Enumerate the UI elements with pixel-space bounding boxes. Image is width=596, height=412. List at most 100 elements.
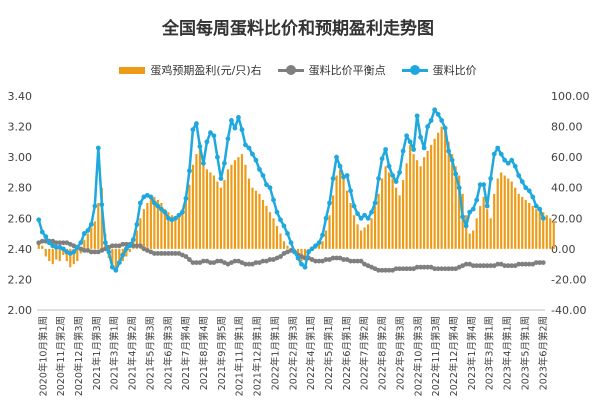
profit-bar [479,206,482,249]
ratio-point [120,252,126,258]
ratio-point [442,125,448,131]
ratio-point [407,139,413,145]
legend-swatch-ratio [401,65,428,75]
profit-bar [195,154,198,249]
ratio-point [92,203,98,209]
ratio-point [313,243,318,249]
profit-bar [524,199,527,249]
ratio-point [470,206,476,212]
ratio-point [260,173,266,178]
profit-bar [51,248,54,265]
profit-bar [261,199,265,249]
left-axis-tick-label: 2.00 [8,304,33,317]
profit-bar [447,141,450,249]
profit-bar [503,175,506,249]
ratio-point [102,240,108,246]
ratio-point [379,156,385,162]
right-axis-tick-label: 80.00 [551,121,583,134]
ratio-point [229,118,234,123]
breakeven-point [113,243,119,249]
ratio-point [390,173,395,178]
profit-bar [128,248,131,252]
ratio-point [243,142,248,148]
profit-bar [163,209,166,249]
ratio-point [151,200,157,206]
profit-bar [272,218,275,249]
left-axis-tick-label: 2.40 [8,243,33,256]
ratio-point [376,176,381,181]
x-axis-tick-label: 2021年3月第1周 [109,316,121,390]
profit-bar [188,184,191,249]
breakeven-point [505,263,511,269]
profit-bar [338,169,342,249]
breakeven-point [208,260,213,266]
ratio-point [78,240,84,246]
ratio-point [404,133,410,139]
profit-bar [345,190,349,249]
profit-bar [244,164,247,249]
breakeven-point [449,266,455,272]
x-axis-tick-label: 2023年5月第1周 [519,316,531,390]
ratio-point [425,124,431,129]
profit-bar [142,209,145,249]
ratio-point [449,157,455,163]
ratio-point [477,182,483,188]
ratio-point [288,240,294,246]
profit-bar [240,154,244,249]
ratio-point [474,197,480,203]
ratio-point [372,200,378,206]
breakeven-point [313,258,318,264]
ratio-point [491,151,497,157]
profit-bar [416,160,419,249]
ratio-point [278,217,283,223]
profit-bar [160,203,163,249]
profit-bar [90,227,93,249]
profit-bar [83,239,86,249]
legend-label-breakeven: 蛋料比价平衡点 [308,64,386,77]
ratio-point [172,215,178,221]
ratio-point [533,203,539,209]
ratio-point [302,264,308,270]
profit-bar [202,157,205,249]
ratio-point [134,222,140,227]
ratio-point [323,215,329,221]
profit-bar [549,218,552,249]
breakeven-point [463,261,469,267]
ratio-point [148,194,154,200]
x-axis-tick-label: 2021年4月第2周 [127,316,139,390]
breakeven-point [425,264,431,270]
ratio-point [330,176,336,181]
breakeven-point [172,251,178,256]
breakeven-point [187,257,192,262]
breakeven-point [393,266,399,272]
breakeven-point [540,260,546,266]
x-axis-tick-label: 2021年7月第4周 [180,316,192,390]
profit-bar [251,187,254,249]
ratio-point [88,222,94,227]
profit-bar [191,164,194,249]
breakeven-point [169,251,175,256]
x-axis-tick-label: 2022年9月第3周 [394,316,406,390]
ratio-point [516,173,522,178]
profit-bar [219,187,223,249]
ratio-point [309,246,315,252]
profit-bar [374,206,377,249]
ratio-point [327,200,332,206]
ratio-point [281,223,287,229]
ratio-point [383,147,388,152]
left-axis-tick-label: 2.60 [8,212,33,225]
profit-bar [254,190,258,249]
x-axis-tick-label: 2020年12月第3周 [73,316,85,396]
breakeven-point [151,251,157,256]
profit-bar [423,157,426,249]
legend-swatch-breakeven [277,65,304,75]
breakeven-point [477,263,483,269]
breakeven-point [348,258,353,264]
ratio-point [46,240,52,246]
breakeven-point [397,266,403,272]
profit-bar [535,209,538,249]
ratio-point [39,229,45,235]
profit-bar [223,180,226,249]
profit-bar [247,178,251,249]
